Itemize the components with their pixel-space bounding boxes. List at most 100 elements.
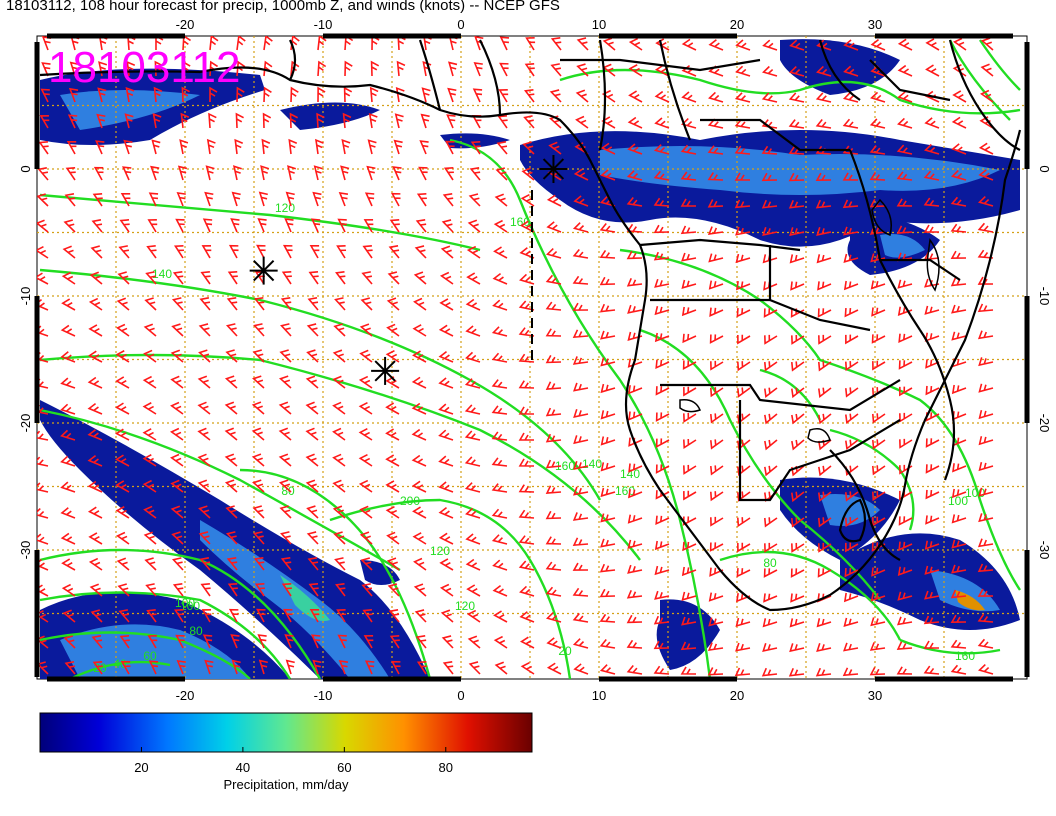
wind-barb xyxy=(117,583,130,597)
wind-barb xyxy=(358,401,373,415)
wind-barb xyxy=(332,401,346,415)
wind-barb xyxy=(897,591,913,601)
wind-barb xyxy=(332,375,346,389)
wind-barb xyxy=(60,429,76,441)
wind-barb xyxy=(518,458,535,467)
wind-barb xyxy=(389,634,400,649)
wind-barb xyxy=(626,250,643,260)
wind-barb xyxy=(572,638,589,649)
lon-tick-label-bottom: -10 xyxy=(314,688,333,703)
wind-barb xyxy=(653,224,670,234)
wind-barb xyxy=(411,480,427,493)
wind-barb xyxy=(115,350,130,363)
wind-barb xyxy=(60,377,76,389)
wind-barb xyxy=(871,439,886,450)
wind-barb xyxy=(845,361,859,372)
wind-barb xyxy=(845,542,859,553)
wind-barb xyxy=(96,113,106,129)
wind-barb xyxy=(573,486,589,496)
wind-barb xyxy=(979,89,994,103)
wind-barb xyxy=(763,568,778,578)
colorbar-gradient xyxy=(39,712,533,753)
wind-barb xyxy=(870,91,886,103)
wind-barb xyxy=(653,170,670,181)
wind-barb xyxy=(142,375,157,389)
wind-barb xyxy=(790,593,805,603)
wind-barb xyxy=(467,635,481,649)
wind-barb xyxy=(707,145,724,155)
wind-barb xyxy=(177,165,188,181)
wind-barb xyxy=(226,557,238,571)
wind-barb xyxy=(572,275,589,285)
wind-barb xyxy=(228,244,239,259)
wind-barb xyxy=(761,667,778,677)
wind-barb xyxy=(208,112,217,129)
wind-barb xyxy=(764,542,778,553)
wind-barb xyxy=(146,609,157,623)
wind-barb xyxy=(491,457,508,467)
wind-barb xyxy=(438,532,454,545)
wind-barb xyxy=(334,557,346,571)
wind-barb xyxy=(572,512,589,521)
wind-barb xyxy=(550,37,562,51)
wind-barb xyxy=(655,412,670,422)
wind-barb xyxy=(572,302,589,311)
wind-barb xyxy=(572,329,589,339)
wind-barb xyxy=(439,558,454,571)
wind-barb xyxy=(258,659,268,675)
wind-barb xyxy=(151,139,161,155)
wind-barb xyxy=(472,88,483,103)
wind-barb xyxy=(312,191,322,207)
wind-barb xyxy=(440,609,454,623)
wind-barb xyxy=(545,274,562,285)
precipitation-field xyxy=(40,39,1020,679)
wind-barb xyxy=(281,582,292,597)
wind-barb xyxy=(817,281,832,291)
wind-barb xyxy=(37,456,49,467)
wind-barb xyxy=(923,615,940,625)
wind-barb xyxy=(251,453,265,467)
wind-barb xyxy=(681,91,697,103)
wind-barb xyxy=(171,531,184,545)
wind-barb xyxy=(307,557,319,571)
wind-barb xyxy=(176,192,186,207)
wind-barb xyxy=(332,349,346,363)
wind-barb xyxy=(655,386,670,396)
wind-barb xyxy=(88,297,103,311)
wind-barb xyxy=(497,114,508,129)
contour-label: 80 xyxy=(281,484,295,498)
colorbar-tick-label: 40 xyxy=(236,760,250,775)
wind-barb xyxy=(171,297,184,311)
wind-barb xyxy=(492,559,508,571)
wind-barb xyxy=(710,516,724,527)
wind-barb xyxy=(338,659,349,675)
wind-barb xyxy=(440,245,454,259)
wind-barb xyxy=(869,642,886,651)
wind-barb xyxy=(251,427,265,441)
wind-barb xyxy=(336,609,347,623)
wind-barb xyxy=(464,404,481,415)
wind-barb xyxy=(67,114,78,129)
wind-barb xyxy=(951,564,967,574)
wind-barb xyxy=(37,245,49,259)
wind-barb xyxy=(924,143,940,155)
wind-barb xyxy=(953,37,967,51)
wind-barb xyxy=(845,334,859,345)
contour-label: 140 xyxy=(582,457,602,471)
wind-barb xyxy=(924,117,940,129)
wind-barb xyxy=(224,401,238,415)
wind-barb xyxy=(762,39,778,51)
wind-barb xyxy=(386,557,400,571)
wind-barb xyxy=(978,383,994,393)
wind-barb xyxy=(263,86,272,103)
wind-barb xyxy=(791,542,805,553)
wind-barb xyxy=(655,515,670,525)
wind-barb xyxy=(142,454,157,467)
wind-barb xyxy=(872,360,886,371)
wind-barb xyxy=(198,349,211,363)
wind-barb xyxy=(817,517,832,528)
wind-barb xyxy=(91,219,103,233)
contour-label: 60 xyxy=(143,649,157,663)
wind-barb xyxy=(761,145,778,155)
wind-barb xyxy=(69,61,79,77)
